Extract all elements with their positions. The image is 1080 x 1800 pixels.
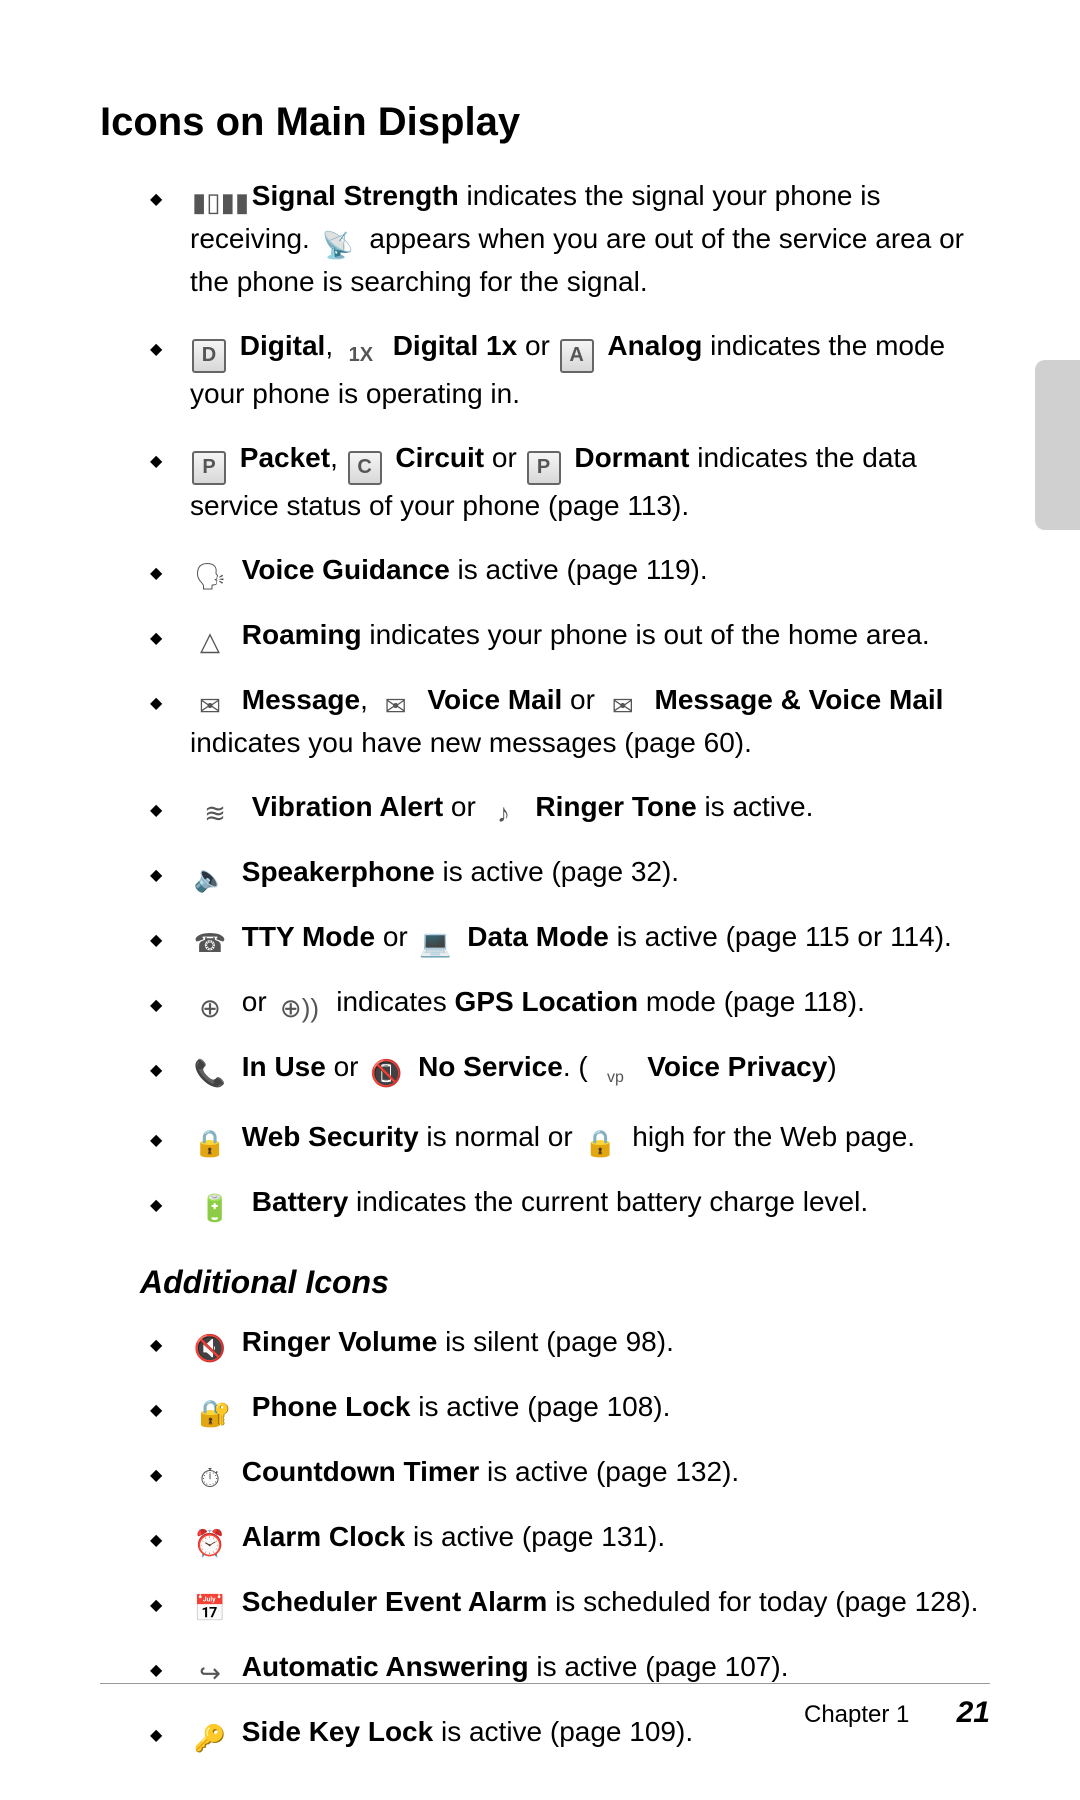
web-security-high-icon: 🔒 — [582, 1127, 618, 1159]
message-icon: ✉ — [192, 690, 228, 722]
signal-icon: ▮▯▮▮ — [192, 186, 238, 218]
additional-icons-heading: Additional Icons — [140, 1264, 990, 1301]
no-service-icon: 📵 — [368, 1057, 404, 1089]
page-footer: Chapter 1 21 — [100, 1683, 990, 1730]
item-web-security: 🔒 Web Security is normal or 🔒 high for t… — [150, 1116, 990, 1159]
circuit-icon: C — [348, 451, 382, 485]
item-battery: 🔋 Battery indicates the current battery … — [150, 1181, 990, 1224]
gps-signal-icon: ⊕)) — [276, 992, 322, 1024]
digital-icon: D — [192, 339, 226, 373]
item-voice-guidance: 🗣 Voice Guidance is active (page 119). — [150, 549, 990, 592]
item-scheduler: 📅 Scheduler Event Alarm is scheduled for… — [150, 1581, 990, 1624]
item-call-status: 📞 In Use or 📵 No Service. ( vp Voice Pri… — [150, 1046, 990, 1094]
item-phone-lock: 🔐 Phone Lock is active (page 108). — [150, 1386, 990, 1429]
item-alert: ≋ Vibration Alert or ♪ Ringer Tone is ac… — [150, 786, 990, 829]
ringer-icon: ♪ — [486, 797, 522, 829]
silent-icon: 🔇 — [192, 1332, 228, 1364]
chapter-label: Chapter 1 — [804, 1701, 909, 1728]
manual-page: Icons on Main Display ▮▯▮▮ Signal Streng… — [0, 0, 1080, 1800]
item-data-service: P Packet, C Circuit or P Dormant indicat… — [150, 437, 990, 527]
alarm-icon: ⏰ — [192, 1527, 228, 1559]
analog-icon: A — [560, 339, 594, 373]
battery-icon: 🔋 — [192, 1192, 238, 1224]
item-message: ✉ Message, ✉ Voice Mail or ✉ Message & V… — [150, 679, 990, 764]
item-mode: D Digital, 1X Digital 1x or A Analog ind… — [150, 325, 990, 415]
timer-icon: ⏱ — [192, 1462, 228, 1494]
antenna-icon: 📡 — [320, 229, 356, 261]
section-tab — [1035, 360, 1080, 530]
digital1x-icon: 1X — [343, 339, 379, 371]
page-number: 21 — [957, 1696, 990, 1729]
item-roaming: △ Roaming indicates your phone is out of… — [150, 614, 990, 657]
roaming-icon: △ — [192, 625, 228, 657]
voice-privacy-icon: vp — [597, 1062, 633, 1094]
phone-lock-icon: 🔐 — [192, 1397, 238, 1429]
web-security-normal-icon: 🔒 — [192, 1127, 228, 1159]
item-countdown: ⏱ Countdown Timer is active (page 132). — [150, 1451, 990, 1494]
voicemail-icon: ✉ — [378, 690, 414, 722]
voice-guidance-icon: 🗣 — [192, 560, 228, 592]
item-signal-strength: ▮▯▮▮ Signal Strength indicates the signa… — [150, 175, 990, 303]
packet-icon: P — [192, 451, 226, 485]
item-alarm: ⏰ Alarm Clock is active (page 131). — [150, 1516, 990, 1559]
item-gps: ⊕ or ⊕)) indicates GPS Location mode (pa… — [150, 981, 990, 1024]
in-use-icon: 📞 — [192, 1057, 228, 1089]
vibration-icon: ≋ — [192, 797, 238, 829]
tty-icon: ☎ — [192, 927, 228, 959]
page-title: Icons on Main Display — [100, 100, 990, 145]
message-voicemail-icon: ✉ — [605, 690, 641, 722]
dormant-icon: P — [527, 451, 561, 485]
item-speakerphone: 🔈 Speakerphone is active (page 32). — [150, 851, 990, 894]
gps-icon: ⊕ — [192, 992, 228, 1024]
item-ringer-volume: 🔇 Ringer Volume is silent (page 98). — [150, 1321, 990, 1364]
scheduler-icon: 📅 — [192, 1592, 228, 1624]
item-tty-data: ☎ TTY Mode or 💻 Data Mode is active (pag… — [150, 916, 990, 959]
label: Signal Strength — [252, 180, 459, 211]
speaker-icon: 🔈 — [192, 862, 228, 894]
main-icons-list: ▮▯▮▮ Signal Strength indicates the signa… — [100, 175, 990, 1224]
data-mode-icon: 💻 — [418, 927, 454, 959]
